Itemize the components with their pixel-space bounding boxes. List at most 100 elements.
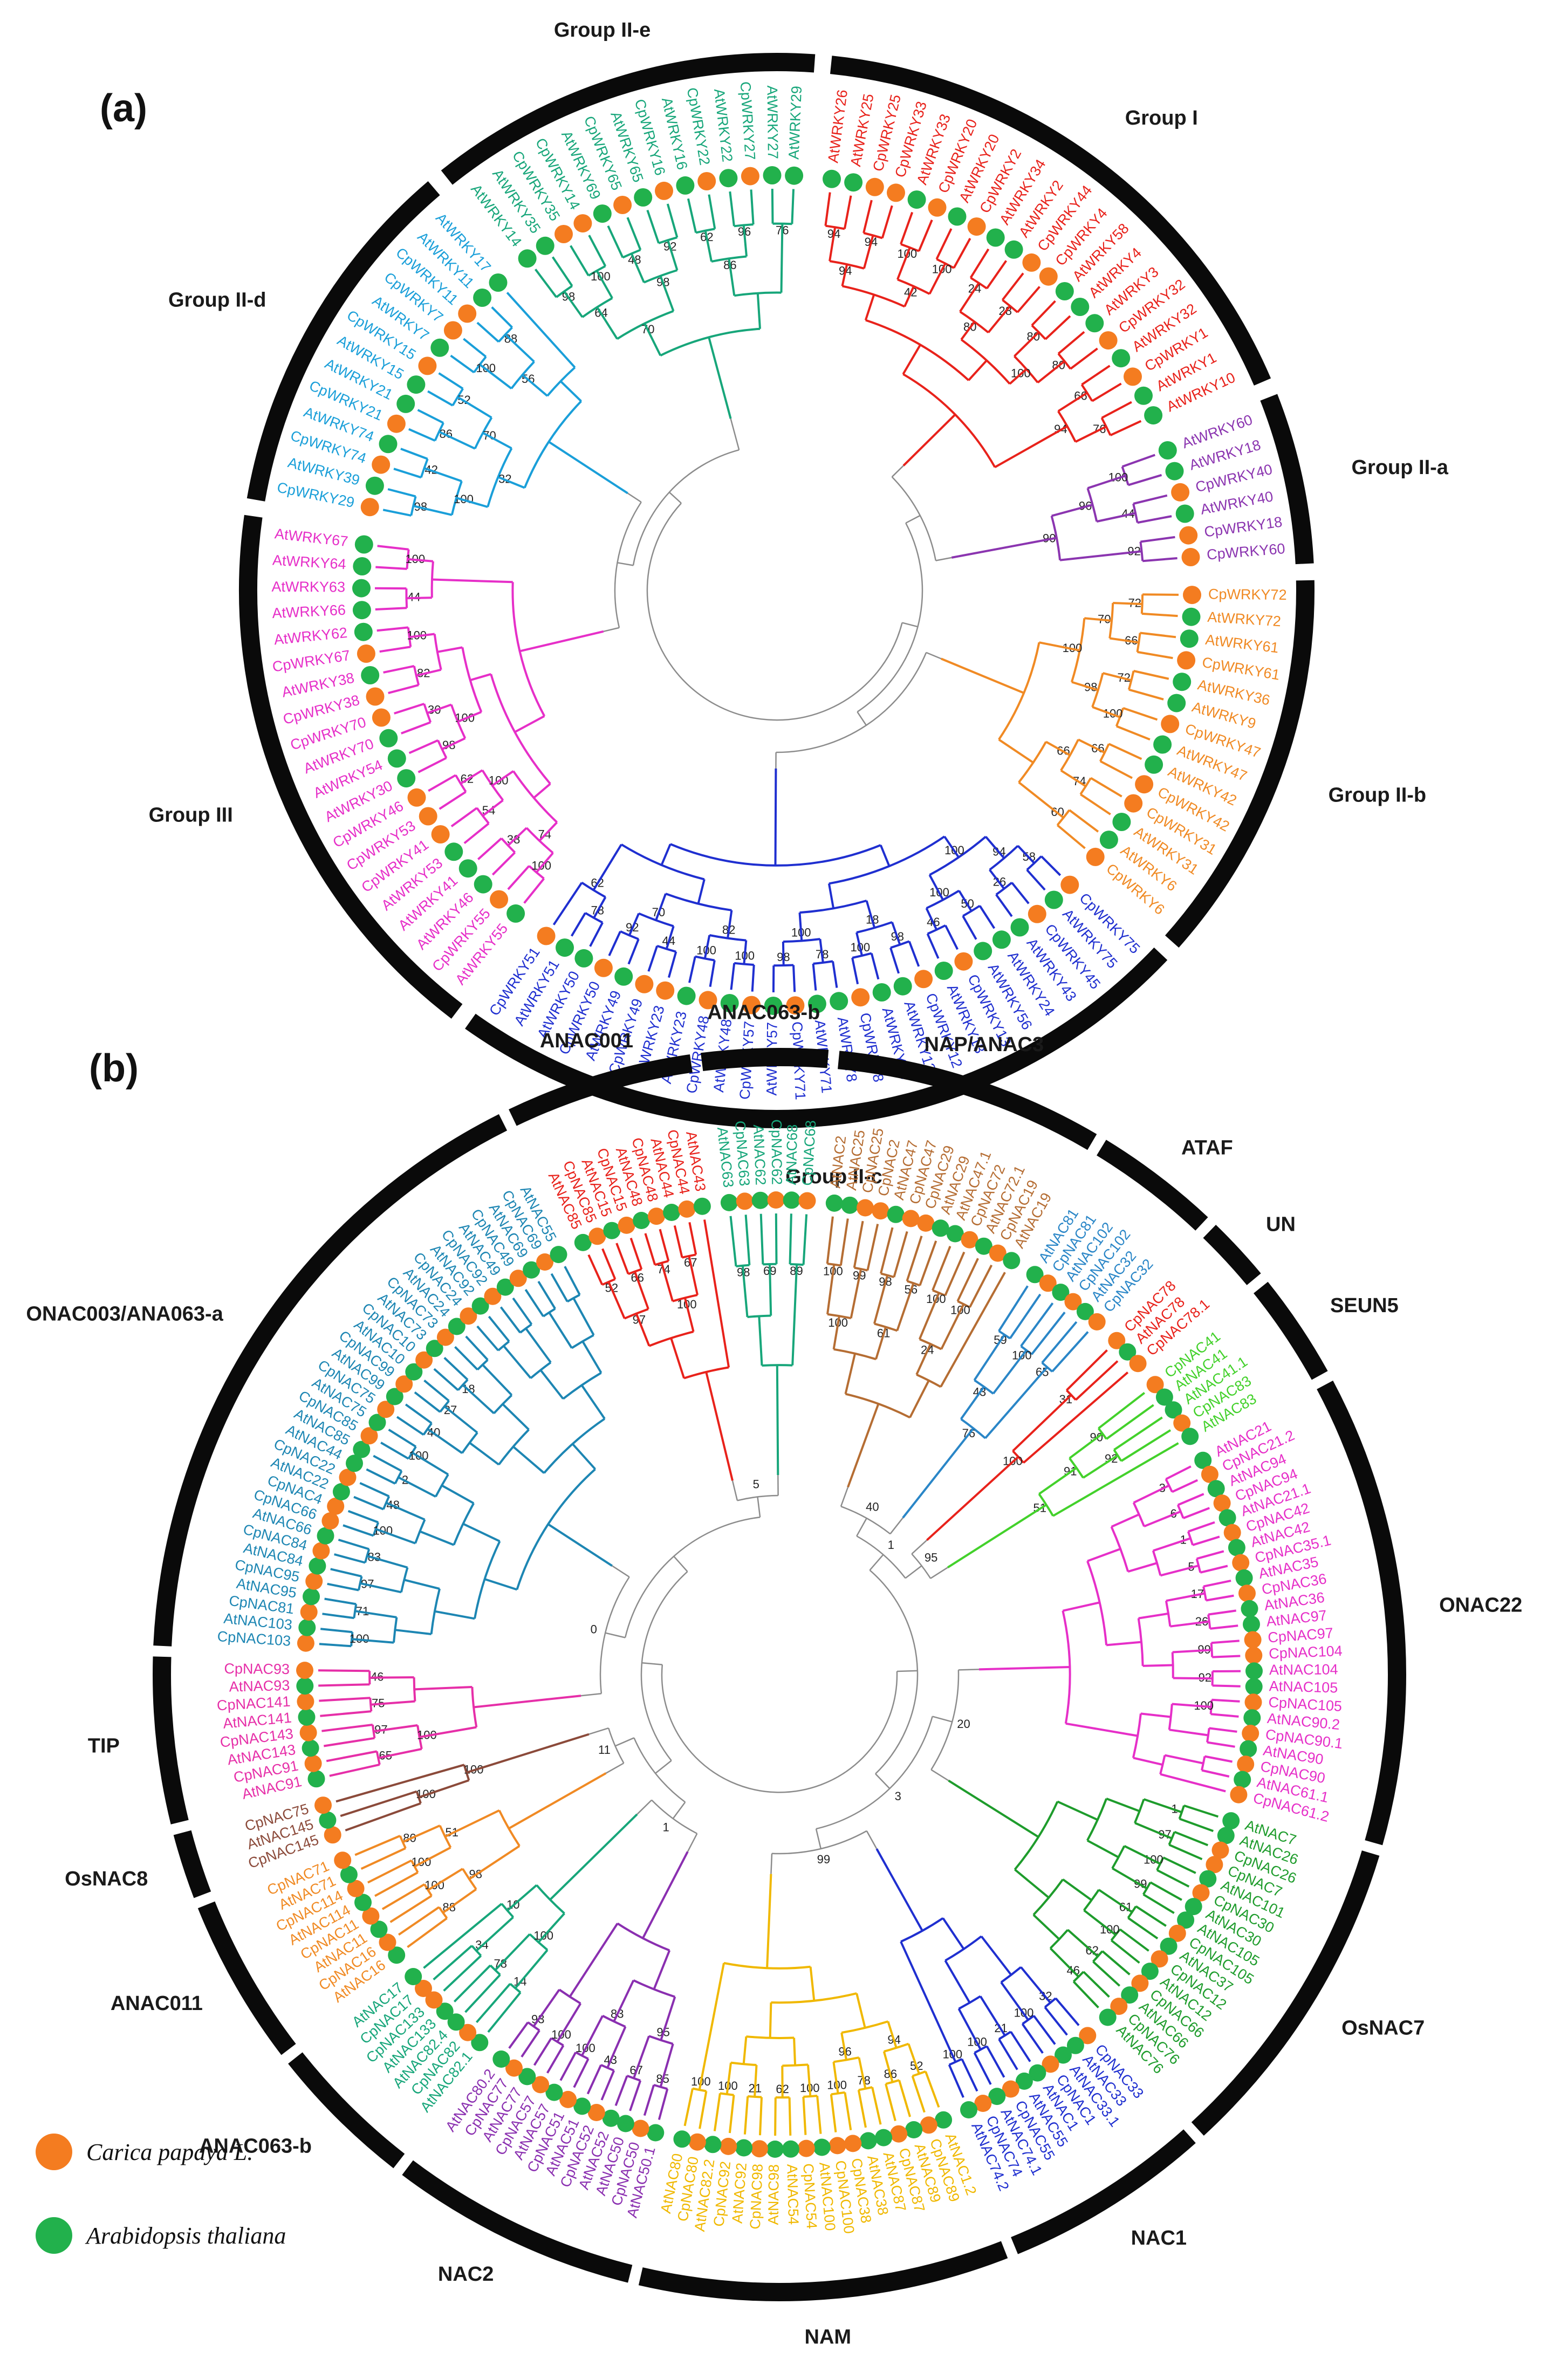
arabidopsis-leaf-marker (352, 579, 371, 598)
arabidopsis-leaf-marker (1160, 1937, 1178, 1955)
arabidopsis-leaf-marker (946, 1225, 964, 1243)
arabidopsis-leaf-marker (763, 166, 782, 184)
arabidopsis-leaf-marker (1029, 2064, 1046, 2082)
branch (1137, 515, 1172, 524)
arabidopsis-leaf-marker (948, 207, 967, 226)
arabidopsis-leaf-marker (1218, 1509, 1236, 1527)
branch (798, 912, 803, 941)
branch (667, 239, 679, 271)
backbone-branch (905, 1565, 922, 1579)
arabidopsis-leaf-marker (1240, 1740, 1257, 1758)
branch-arc (643, 269, 678, 284)
papaya-leaf-marker (1131, 1974, 1149, 1992)
group-label-group-ii-a: Group II-a (1352, 456, 1449, 479)
branch (728, 258, 736, 296)
clade-ring-seun5 (1254, 1281, 1328, 1380)
papaya-leaf-marker (314, 1796, 332, 1814)
clade-ring-nac2 (402, 2160, 633, 2283)
panel-b-leaves: AtNAC2AtNAC25CpNAC25CpNAC2AtNAC47CpNAC47… (216, 1119, 1344, 2234)
papaya-leaf-marker (967, 217, 986, 236)
arabidopsis-leaf-marker (368, 1414, 386, 1431)
branch (633, 2035, 650, 2079)
papaya-leaf-marker (360, 1427, 378, 1445)
branch (375, 1528, 416, 1545)
branch (889, 947, 900, 974)
branch (907, 2043, 920, 2074)
backbone-branch (926, 651, 942, 660)
branch (437, 646, 463, 653)
leaf-label: AtNAC68 (783, 1124, 800, 1185)
branch (730, 963, 736, 990)
branch (354, 1835, 401, 1856)
group-label-group-ii-d: Group II-d (168, 289, 266, 311)
branch (759, 2097, 763, 2136)
papaya-leaf-marker (372, 455, 391, 474)
bootstrap-value: 1 (888, 1538, 894, 1552)
branch (1044, 315, 1071, 340)
branch (419, 1726, 477, 1738)
arabidopsis-leaf-marker (1228, 1539, 1245, 1556)
branch (944, 1251, 966, 1297)
branch (1160, 1773, 1226, 1793)
branch (1096, 512, 1136, 523)
branch (1116, 725, 1151, 741)
branch (1012, 1394, 1072, 1452)
branch (327, 1582, 359, 1592)
arabidopsis-leaf-marker (353, 1441, 371, 1458)
branch (487, 1992, 522, 2033)
backbone-branch (930, 1567, 948, 1579)
branch-arc (501, 838, 516, 854)
arabidopsis-leaf-marker (1144, 406, 1163, 425)
branch (659, 275, 675, 312)
papaya-leaf-marker (1244, 1631, 1262, 1649)
papaya-leaf-marker (327, 1497, 345, 1515)
backbone-branch (889, 1517, 903, 1534)
branch-arc (833, 2056, 859, 2063)
branch (402, 1825, 441, 1843)
branch (398, 1906, 440, 1936)
group-label-group-iii: Group III (149, 804, 233, 826)
branch (482, 799, 504, 817)
group-label-group-ii-e: Group II-e (554, 19, 651, 42)
branch-arc (692, 2087, 707, 2093)
branch (470, 673, 491, 682)
branch (688, 1256, 699, 1295)
clade-stem (549, 1813, 638, 1901)
branch (1212, 1655, 1241, 1658)
papaya-leaf-marker (1168, 1924, 1186, 1942)
branch (1057, 331, 1085, 355)
branch (893, 1231, 908, 1278)
backbone-arc (632, 449, 740, 566)
branch (507, 865, 530, 890)
arabidopsis-leaf-marker (988, 2088, 1006, 2105)
branch (1142, 1893, 1175, 1914)
branch (570, 912, 586, 937)
branch (857, 2089, 867, 2128)
papaya-leaf-marker (902, 1210, 920, 1227)
papaya-leaf-marker (334, 1851, 352, 1869)
papaya-leaf-marker (458, 304, 477, 323)
leaf-label: AtWRKY61 (1204, 632, 1279, 656)
arabidopsis-leaf-marker (302, 1739, 319, 1757)
branch (802, 1214, 808, 1265)
branch (871, 2087, 882, 2125)
branch-arc (970, 277, 988, 290)
branch (979, 1995, 1006, 2036)
papaya-leaf-marker (865, 177, 884, 196)
branch (896, 247, 911, 280)
leaf-label: CpWRKY60 (1206, 540, 1285, 563)
papaya-leaf-marker (786, 996, 805, 1015)
papaya-leaf-marker (587, 2104, 605, 2121)
branch (896, 1282, 915, 1332)
papaya-leaf-marker (872, 1202, 889, 1220)
branch-arc (1057, 353, 1072, 370)
branch (450, 354, 475, 374)
branch (915, 1343, 932, 1375)
branch (389, 1895, 433, 1923)
backbone-branch (902, 622, 918, 628)
papaya-leaf-marker (573, 214, 592, 233)
branch (512, 1297, 533, 1325)
branch (1098, 1392, 1146, 1429)
branch (607, 1281, 626, 1319)
branch (855, 1993, 866, 2028)
